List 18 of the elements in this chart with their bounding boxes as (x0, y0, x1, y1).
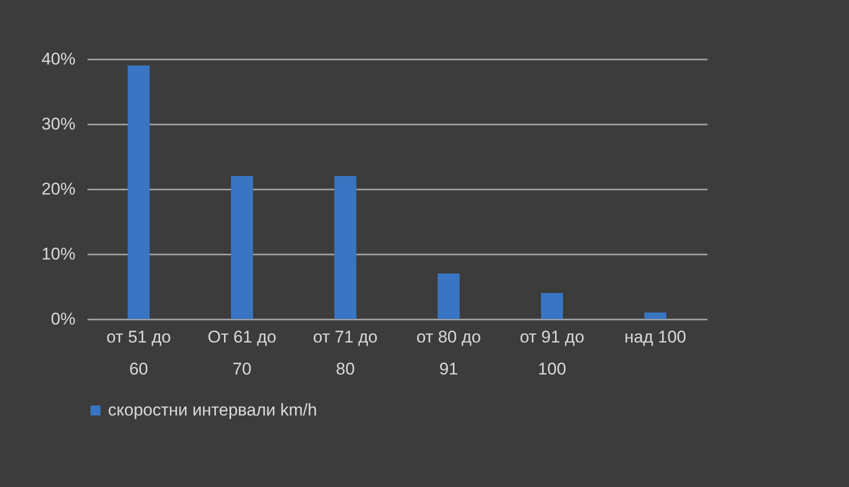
bar (128, 66, 150, 319)
x-tick-label: от 71 до 80 (313, 328, 378, 378)
bar (541, 293, 563, 319)
y-tick-label: 30% (41, 114, 76, 134)
x-tick-label: от 91 до 100 (520, 328, 584, 378)
bar (644, 312, 666, 319)
bar (231, 176, 253, 319)
y-tick-label: 10% (41, 244, 76, 264)
bar (438, 274, 460, 319)
x-tick-label: от 80 до 91 (416, 328, 481, 378)
x-tick-label: над 100 (624, 328, 686, 346)
y-tick-label: 0% (50, 310, 76, 328)
x-tick-label: От 61 до 70 (208, 328, 276, 378)
bar (334, 176, 356, 319)
x-tick-label: от 51 до 60 (106, 328, 171, 378)
y-tick-label: 40% (41, 50, 76, 68)
legend-label: скоростни интервали km/h (108, 400, 318, 420)
y-tick-label: 20% (41, 180, 76, 198)
